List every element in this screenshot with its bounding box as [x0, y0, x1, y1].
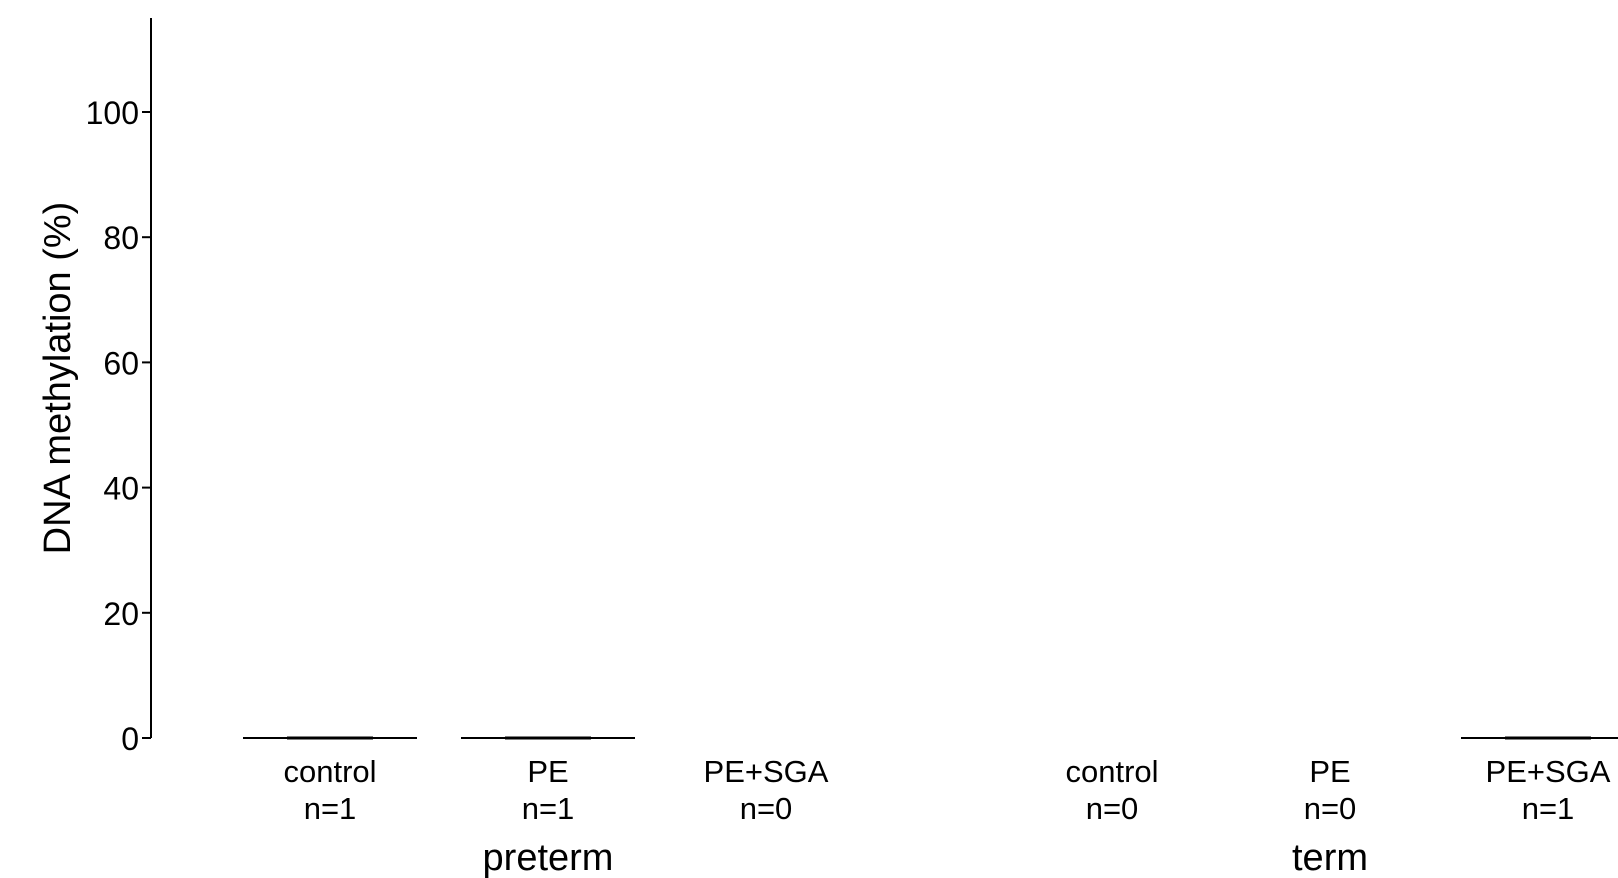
group-label-term: term [1292, 837, 1368, 878]
category-n-label: n=1 [522, 791, 575, 826]
group-labels: preterm term [483, 837, 1368, 878]
category-label: PE+SGA [704, 754, 829, 789]
y-tick-label: 0 [121, 721, 139, 757]
y-tick-label: 60 [103, 345, 139, 381]
y-tick-label: 80 [103, 220, 139, 256]
category-labels: controln=1PEn=1PE+SGAn=0controln=0PEn=0P… [283, 754, 1610, 826]
category-label: PE+SGA [1486, 754, 1611, 789]
category-n-label: n=1 [304, 791, 357, 826]
category-n-label: n=0 [740, 791, 793, 826]
category-n-label: n=1 [1522, 791, 1575, 826]
category-n-label: n=0 [1304, 791, 1357, 826]
y-tick-label: 40 [103, 471, 139, 507]
y-axis-label: DNA methylation (%) [37, 202, 79, 555]
category-label: PE [1309, 754, 1350, 789]
category-label: control [1065, 754, 1158, 789]
y-axis-ticks: 0 20 40 60 80 100 [86, 95, 151, 757]
y-tick-label: 20 [103, 596, 139, 632]
category-label: control [283, 754, 376, 789]
category-n-label: n=0 [1086, 791, 1139, 826]
category-label: PE [527, 754, 568, 789]
group-label-preterm: preterm [483, 837, 614, 878]
y-tick-label: 100 [86, 95, 139, 131]
